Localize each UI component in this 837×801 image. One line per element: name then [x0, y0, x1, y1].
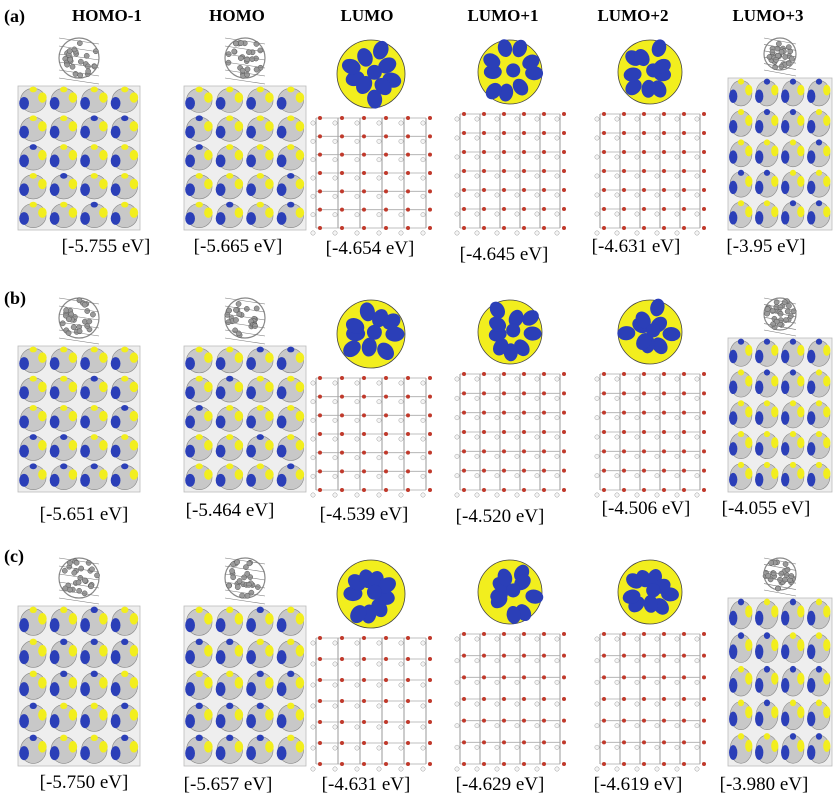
- framework-orbital-lobes: [728, 598, 832, 766]
- orbital-illustration: [180, 556, 310, 770]
- fullerene-orbital-blob: [617, 297, 682, 364]
- framework-orbital-lobes: [184, 346, 306, 492]
- fullerene-c60: [763, 558, 796, 596]
- energy-label: [-4.520 eV]: [430, 506, 570, 528]
- orbital-illustration: [306, 296, 436, 496]
- fullerene-orbital-blob: [478, 560, 544, 625]
- column-header-lumo-plus-3: LUMO+3: [703, 6, 833, 26]
- orbital-image: [590, 296, 710, 496]
- energy-label: [-3.980 eV]: [694, 774, 834, 796]
- orbital-illustration: [590, 296, 710, 496]
- orbital-image: [450, 36, 570, 234]
- orbital-image: [180, 556, 310, 770]
- fullerene-orbital-blob: [337, 39, 405, 110]
- orbital-image: [590, 36, 710, 234]
- molecular-lattice: [311, 116, 432, 235]
- orbital-image: [306, 556, 436, 770]
- energy-label: [-5.464 eV]: [160, 500, 300, 522]
- orbital-illustration: [724, 36, 836, 234]
- energy-label: [-4.619 eV]: [568, 774, 708, 796]
- energy-label: [-5.665 eV]: [168, 236, 308, 258]
- energy-label: [-5.651 eV]: [14, 504, 154, 526]
- energy-label: [-4.654 eV]: [300, 238, 440, 260]
- fullerene-orbital-blob: [618, 560, 682, 624]
- orbital-image: [306, 296, 436, 496]
- orbital-illustration: [724, 296, 836, 496]
- molecular-lattice: [455, 372, 566, 497]
- column-header-homo-1: HOMO-1: [42, 6, 172, 26]
- framework-orbital-lobes: [18, 346, 140, 492]
- orbital-image: [180, 36, 310, 234]
- framework-orbital-lobes: [184, 86, 306, 230]
- framework-orbital-lobes: [184, 606, 306, 766]
- fullerene-orbital-blob: [478, 299, 542, 364]
- orbital-image: [306, 36, 436, 234]
- fullerene-c60: [764, 298, 796, 336]
- orbital-image: [450, 556, 570, 770]
- fullerene-orbital-blob: [337, 300, 405, 368]
- orbital-image: [724, 556, 836, 770]
- orbital-illustration: [590, 556, 710, 770]
- fullerene-c60: [59, 298, 99, 344]
- fullerene-c60: [225, 38, 265, 84]
- panel-label-a: (a): [4, 6, 25, 27]
- molecular-lattice: [595, 632, 706, 771]
- column-header-lumo: LUMO: [302, 6, 432, 26]
- fullerene-c60: [764, 38, 796, 76]
- fullerene-orbital-blob: [478, 38, 543, 104]
- orbital-image: [14, 36, 144, 234]
- orbital-image: [14, 556, 144, 770]
- orbital-image: [590, 556, 710, 770]
- orbital-illustration: [14, 296, 144, 496]
- orbital-illustration: [180, 296, 310, 496]
- orbital-image: [450, 296, 570, 496]
- fullerene-orbital-blob: [618, 37, 682, 104]
- energy-label: [-4.506 eV]: [576, 498, 716, 520]
- fullerene-orbital-blob: [337, 560, 405, 628]
- energy-label: [-5.750 eV]: [14, 772, 154, 794]
- orbital-illustration: [14, 36, 144, 234]
- orbital-illustration: [450, 556, 570, 770]
- orbital-image: [14, 296, 144, 496]
- column-header-lumo-plus-1: LUMO+1: [438, 6, 568, 26]
- energy-label: [-4.629 eV]: [430, 774, 570, 796]
- orbital-image: [724, 36, 836, 234]
- framework-orbital-lobes: [728, 78, 832, 230]
- molecular-lattice: [455, 112, 566, 235]
- energy-label: [-3.95 eV]: [696, 236, 836, 258]
- molecular-lattice: [311, 376, 432, 497]
- energy-label: [-4.539 eV]: [294, 504, 434, 526]
- fullerene-c60: [225, 298, 265, 344]
- orbital-illustration: [14, 556, 144, 770]
- orbital-illustration: [450, 36, 570, 234]
- orbital-illustration: [450, 296, 570, 496]
- fullerene-c60: [59, 558, 100, 604]
- orbital-illustration: [180, 36, 310, 234]
- energy-label: [-4.055 eV]: [696, 498, 836, 520]
- energy-label: [-5.657 eV]: [158, 774, 298, 796]
- framework-orbital-lobes: [18, 86, 140, 230]
- orbital-image: [180, 296, 310, 496]
- molecular-lattice: [595, 372, 706, 497]
- molecular-lattice: [595, 112, 706, 235]
- energy-label: [-4.631 eV]: [296, 774, 436, 796]
- orbital-illustration: [590, 36, 710, 234]
- molecular-lattice: [311, 636, 432, 771]
- orbital-illustration: [724, 556, 836, 770]
- column-header-homo: HOMO: [172, 6, 302, 26]
- molecular-lattice: [455, 632, 566, 771]
- framework-orbital-lobes: [18, 606, 140, 766]
- energy-label: [-5.755 eV]: [36, 236, 176, 258]
- orbital-illustration: [306, 556, 436, 770]
- energy-label: [-4.645 eV]: [434, 244, 574, 266]
- orbital-image: [724, 296, 836, 496]
- column-header-lumo-plus-2: LUMO+2: [568, 6, 698, 26]
- energy-label: [-4.631 eV]: [566, 236, 706, 258]
- framework-orbital-lobes: [728, 338, 832, 492]
- fullerene-c60: [59, 38, 99, 84]
- fullerene-c60: [225, 558, 265, 604]
- orbital-illustration: [306, 36, 436, 234]
